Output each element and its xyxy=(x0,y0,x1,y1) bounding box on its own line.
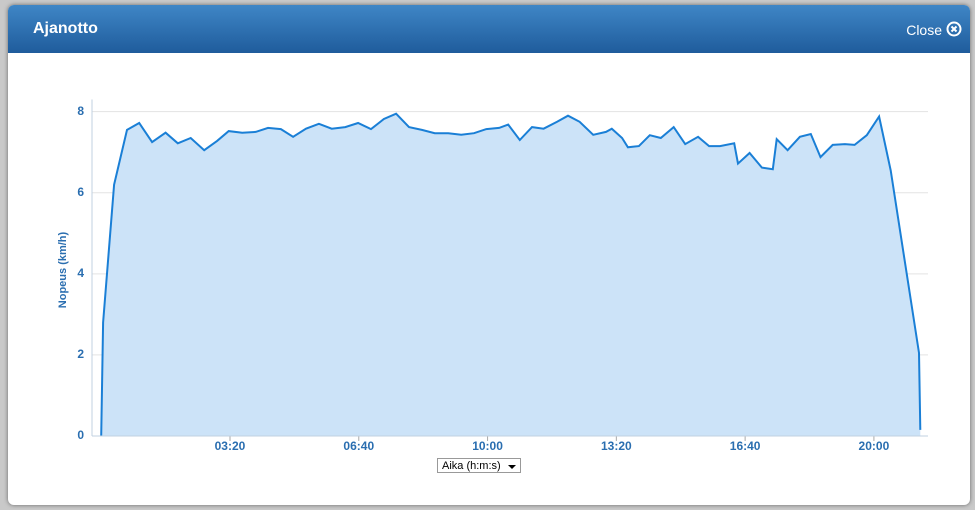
y-tick-label: 4 xyxy=(77,266,84,280)
dialog-header: Ajanotto Close xyxy=(8,5,970,53)
x-tick-label: 20:00 xyxy=(859,439,890,453)
x-axis-selector[interactable]: Aika (h:m:s) xyxy=(437,458,521,473)
y-tick-label: 8 xyxy=(77,104,84,118)
x-tick-label: 10:00 xyxy=(472,439,503,453)
y-tick-label: 2 xyxy=(77,347,84,361)
x-tick-label: 06:40 xyxy=(343,439,374,453)
selector-text: Aika (h:m:s) xyxy=(442,460,501,472)
y-tick-label: 0 xyxy=(77,428,84,442)
close-icon[interactable] xyxy=(946,21,962,37)
dialog-title: Ajanotto xyxy=(33,20,98,37)
y-tick-label: 6 xyxy=(77,185,84,199)
x-tick-label: 16:40 xyxy=(730,439,761,453)
x-tick-label: 03:20 xyxy=(215,439,246,453)
area xyxy=(101,113,921,436)
dropdown-arrow xyxy=(508,465,516,469)
x-tick-label: 13:20 xyxy=(601,439,632,453)
close-button[interactable]: Close xyxy=(906,22,942,38)
y-axis-label: Nopeus (km/h) xyxy=(57,231,69,308)
line xyxy=(100,112,922,437)
